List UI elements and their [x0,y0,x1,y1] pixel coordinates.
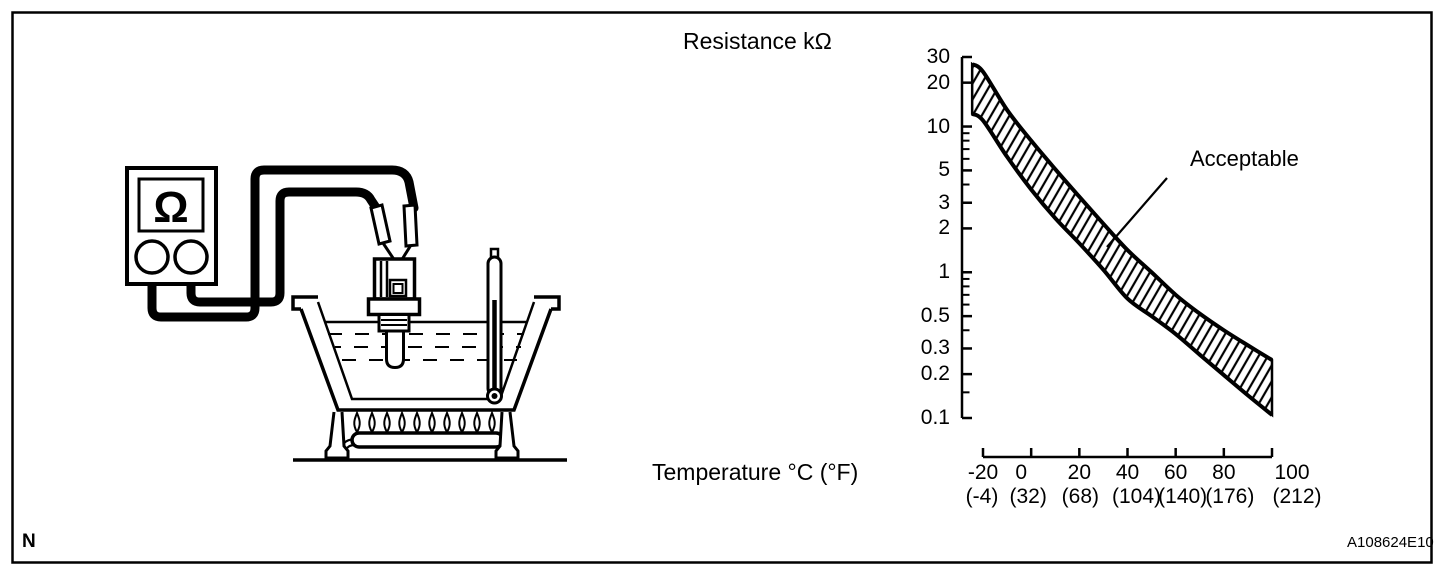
probe-clips [369,203,419,262]
ohmmeter-terminal-left [134,239,170,275]
acceptable-leader-line [1106,177,1168,248]
water-bath-illustration [291,295,561,412]
test-lead-wires [147,165,419,322]
figure-border [11,11,1433,564]
sensor-threads [377,313,411,333]
gas-burner-illustration [293,410,567,462]
burner-tube [350,431,505,449]
ohmmeter-illustration: Ω [125,166,218,286]
sensor-connector-window [388,278,408,298]
chart-title: Resistance kΩ [683,28,832,54]
bath-outer-wall [299,308,553,412]
probe-clip-right [402,203,419,248]
bath-inner-wall [316,301,536,401]
sensor-hex-flange [366,297,422,317]
probe-clip-left [369,203,392,246]
figure-code: A108624E10 [1347,534,1434,551]
ohmmeter-display [137,177,205,233]
page-corner-label: N [22,531,36,552]
burner-leg-left [324,411,350,460]
acceptable-band [970,61,1274,418]
band-upper-curve [971,62,1274,362]
bath-rim-left [291,295,318,311]
burner-leg-right [494,411,520,460]
wire-left-terminal [147,165,419,322]
ohmmeter-terminal-right [173,239,209,275]
x-axis-label: Temperature °C (°F) [652,459,859,485]
bath-rim-right [534,295,561,311]
wire-right-terminal [186,187,382,307]
acceptable-band-label: Acceptable [1190,146,1299,171]
band-lower-curve [971,112,1274,417]
coolant-temp-sensor-illustration [366,257,422,370]
burner-flames [353,410,496,434]
thermometer-illustration [486,247,503,405]
sensor-probe-tip [385,329,405,370]
resistance-chart [960,55,1274,459]
omega-symbol: Ω [153,183,188,232]
